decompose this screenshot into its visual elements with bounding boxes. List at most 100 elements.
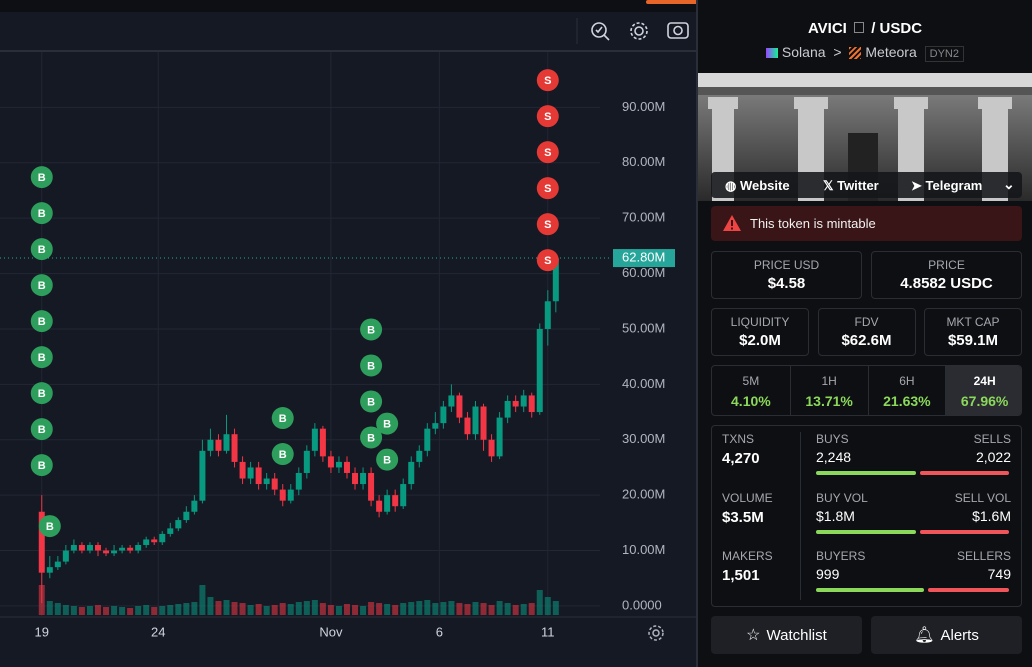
chart: 0.0000 10.00M 20.00M 30.00M 40.00M 50.00M 60.0…: [0, 0, 698, 667]
trade-marker-label: B: [38, 352, 46, 364]
action-button[interactable]: 🔔︎ Alerts: [871, 616, 1022, 654]
timeframe-tab[interactable]: 1H 13.71%: [789, 366, 868, 415]
candle-body: [127, 547, 134, 551]
last-price-tag: [613, 249, 675, 268]
action-button[interactable]: ☆ Watchlist: [711, 616, 862, 654]
trade-marker-label: B: [367, 396, 375, 408]
grid: [0, 52, 600, 617]
trade-marker-label: S: [544, 147, 551, 159]
metric-label: MKT CAP: [946, 315, 1000, 329]
button-label[interactable]: Alerts: [940, 626, 979, 644]
link-website[interactable]: ◍ Website: [725, 178, 790, 193]
trade-marker-label: B: [367, 432, 375, 444]
trade-marker-label: B: [38, 208, 46, 220]
volume-bar: [440, 602, 447, 615]
x-tick-label: 19: [35, 624, 49, 639]
volume-bar: [488, 605, 495, 615]
volume-bar: [255, 604, 262, 615]
volume-bar: [143, 605, 150, 615]
volume-bar: [536, 590, 543, 615]
trade-marker-label: S: [544, 75, 551, 87]
candle-body: [62, 550, 69, 562]
copy-icon[interactable]: [854, 22, 865, 33]
timeframe-tab[interactable]: 24H 67.96%: [945, 366, 1021, 415]
volume-bar: [552, 601, 559, 615]
stat-left: 2,248: [816, 449, 852, 465]
base-token: AVICI: [807, 20, 847, 37]
candle-body: [368, 472, 375, 501]
trade-marker: [360, 426, 383, 449]
volume-bar: [223, 600, 230, 615]
candle-body: [86, 544, 93, 551]
ratio-bar-sell: [920, 529, 1009, 534]
top-strip: [0, 0, 698, 12]
x-tick-label: 24: [151, 624, 165, 639]
timeframe-label: 6H: [899, 374, 915, 388]
volume-bar: [464, 604, 471, 615]
volume-bar: [416, 601, 423, 615]
button-label[interactable]: Watchlist: [766, 626, 827, 644]
metric-label: FDV: [854, 315, 879, 329]
candle-body: [279, 489, 286, 501]
candle-body: [400, 484, 407, 507]
links-more[interactable]: ⌄: [1003, 176, 1015, 192]
chain: Solana: [781, 44, 826, 60]
volume-bar: [279, 603, 286, 615]
volume-bar: [311, 600, 318, 615]
price-value: $4.58: [767, 275, 806, 292]
candle-body: [480, 406, 487, 440]
candle-body: [376, 500, 383, 512]
timeframe-tab[interactable]: 6H 21.63%: [867, 366, 946, 415]
candle-body: [167, 528, 174, 534]
timeframes: 5M 4.10% 1H 13.71% 6H 21.63% 24H 67.96%: [711, 365, 1022, 416]
candle-body: [335, 461, 342, 468]
volume-bar: [215, 601, 222, 615]
stats-divider: [800, 432, 801, 600]
candle-body: [191, 500, 198, 512]
link-text[interactable]: Twitter: [837, 178, 879, 193]
button-icon[interactable]: 🔔︎: [914, 627, 935, 644]
y-tick-label: 80.00M: [622, 154, 665, 169]
volume-bar: [247, 605, 254, 615]
volume-bar: [319, 603, 326, 615]
volume-bar: [127, 608, 134, 615]
volume-bar: [159, 606, 166, 615]
toolbar-icons[interactable]: [591, 22, 689, 41]
candle-body: [352, 472, 359, 485]
price-label: PRICE USD: [753, 258, 820, 272]
candle-body: [143, 539, 150, 545]
link-text[interactable]: Website: [739, 178, 790, 193]
timeframe-change: 13.71%: [805, 393, 853, 409]
volume-bar: [392, 605, 399, 615]
trade-marker-label: B: [46, 521, 54, 533]
volume-bar: [54, 603, 61, 615]
candle-body: [78, 544, 85, 551]
trade-marker-label: B: [279, 413, 287, 425]
candle-body: [327, 456, 334, 468]
trade-marker: [30, 382, 53, 405]
timeframe-tab[interactable]: 5M 4.10%: [712, 366, 790, 415]
warning: This token is mintable: [711, 206, 1022, 241]
trade-marker-label: B: [38, 244, 46, 256]
trade-marker: [536, 141, 559, 164]
axis-settings[interactable]: [648, 625, 664, 641]
volume-bar: [111, 606, 118, 615]
candle-body: [38, 511, 45, 573]
button-icon[interactable]: ☆: [746, 627, 761, 644]
candle-body: [46, 567, 53, 573]
top-button[interactable]: [646, 0, 698, 4]
volume-bar: [183, 603, 190, 615]
candle-body: [456, 395, 463, 418]
trade-marker: [30, 454, 53, 477]
trade-marker: [30, 274, 53, 297]
price-value: 4.8582 USDC: [900, 275, 993, 292]
pair-title: AVICI / USDC: [698, 20, 1032, 37]
metric-value: $62.6M: [841, 332, 892, 349]
link-text[interactable]: Telegram: [925, 178, 983, 193]
link-twitter[interactable]: 𝕏 Twitter: [823, 178, 879, 193]
timeframe-label: 24H: [973, 374, 996, 388]
timeframe-label: 5M: [742, 374, 760, 388]
link-telegram[interactable]: ➤ Telegram: [911, 178, 983, 193]
candle-body: [111, 550, 118, 554]
